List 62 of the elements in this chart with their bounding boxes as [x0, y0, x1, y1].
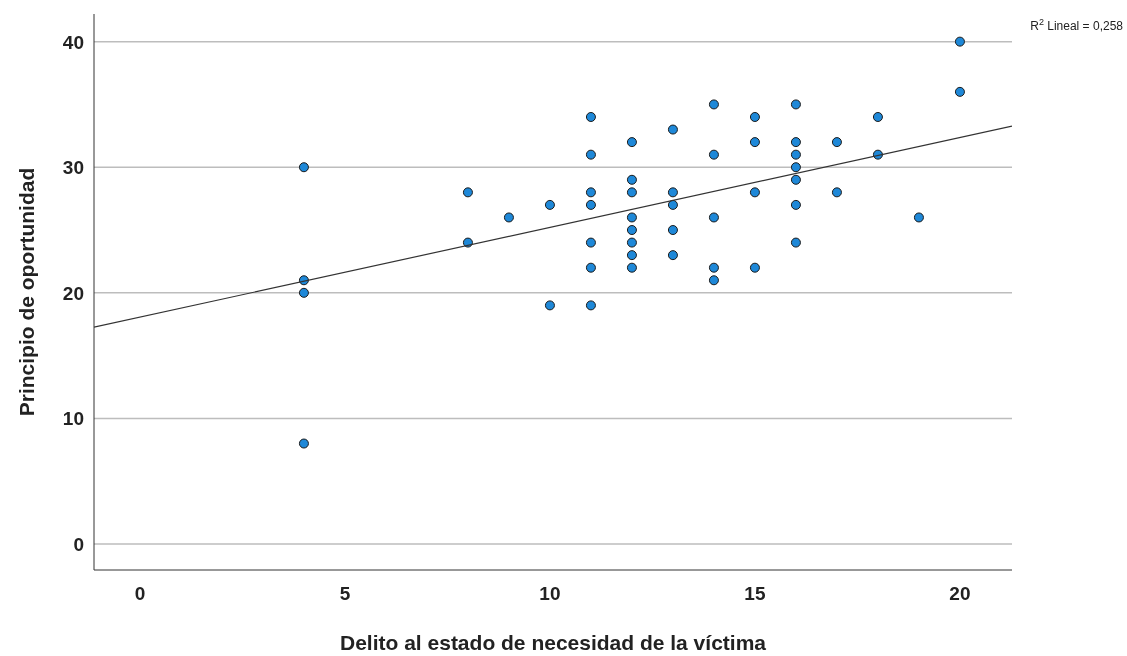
point — [585, 262, 596, 273]
y-tick-label: 20 — [62, 282, 84, 304]
point — [585, 187, 596, 198]
point — [585, 199, 596, 210]
point — [790, 149, 801, 160]
point — [872, 111, 883, 122]
point — [626, 212, 637, 223]
point — [790, 237, 801, 248]
x-tick-label: 20 — [949, 583, 971, 604]
point — [585, 237, 596, 248]
y-tick-label: 0 — [73, 534, 84, 555]
x-axis-title: Delito al estado de necesidad de la víctima — [340, 631, 767, 654]
point — [708, 99, 719, 110]
point — [667, 225, 678, 236]
point — [544, 300, 555, 311]
point — [749, 187, 760, 198]
point — [626, 174, 637, 185]
point — [667, 199, 678, 210]
point — [790, 162, 801, 173]
point — [667, 124, 678, 135]
y-tick-label: 40 — [62, 31, 84, 53]
point — [626, 225, 637, 236]
point — [626, 137, 637, 148]
point — [954, 36, 965, 47]
point — [790, 174, 801, 185]
point — [708, 149, 719, 160]
point — [708, 262, 719, 273]
x-tick-label: 5 — [339, 583, 351, 604]
point — [626, 237, 637, 248]
point — [585, 111, 596, 122]
point — [954, 86, 965, 97]
point — [298, 162, 309, 173]
point — [626, 187, 637, 198]
point — [790, 199, 801, 210]
point — [626, 250, 637, 261]
point — [298, 287, 309, 298]
point — [913, 212, 924, 223]
point — [585, 149, 596, 160]
point — [298, 438, 309, 449]
point — [749, 111, 760, 122]
point — [831, 137, 842, 148]
point — [790, 99, 801, 110]
point — [503, 212, 514, 223]
text: R$^{2}$ Lineal = 0,258 — [1030, 17, 1124, 33]
point — [462, 187, 473, 198]
y-tick-label: 30 — [62, 157, 84, 179]
y-tick-label: 10 — [62, 408, 84, 430]
x-tick-label: 0 — [134, 583, 146, 604]
point — [749, 262, 760, 273]
point — [749, 137, 760, 148]
point — [585, 300, 596, 311]
point — [831, 187, 842, 198]
x-tick-label: 15 — [744, 583, 766, 604]
point — [790, 137, 801, 148]
point — [544, 199, 555, 210]
y-axis-title: Principio de oportunidad — [15, 167, 38, 417]
point — [667, 187, 678, 198]
point — [667, 250, 678, 261]
point — [708, 212, 719, 223]
point — [708, 275, 719, 286]
x-tick-label: 10 — [539, 583, 561, 604]
point — [626, 262, 637, 273]
